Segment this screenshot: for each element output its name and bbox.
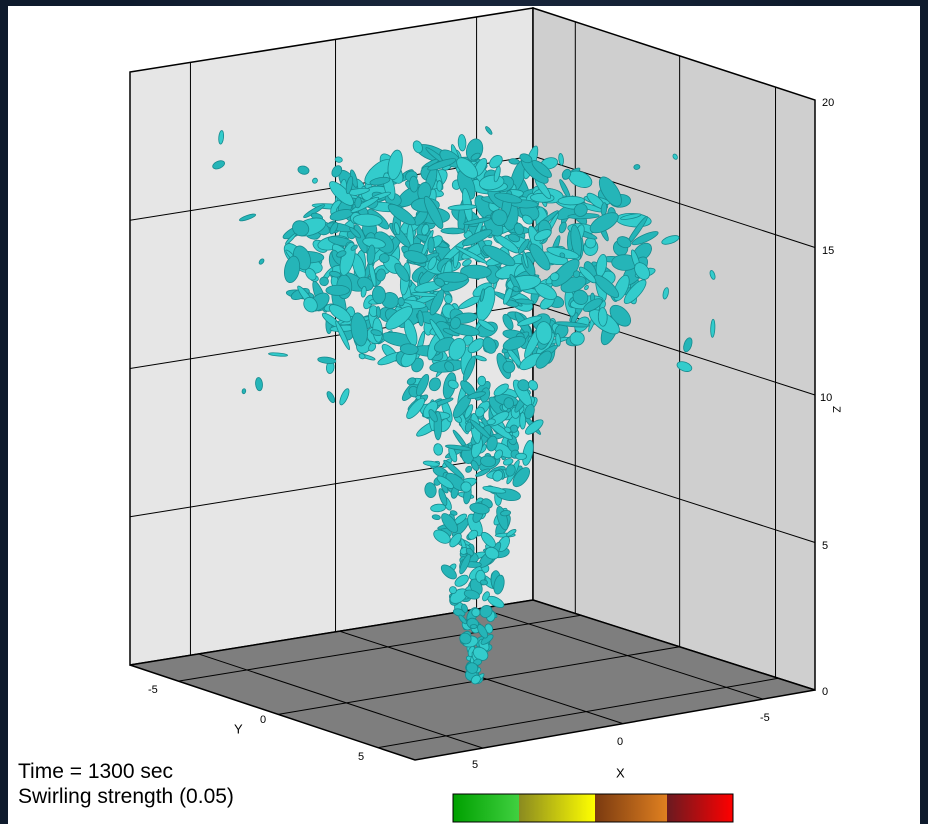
color-bar — [453, 794, 733, 822]
vortex-blob — [710, 319, 715, 337]
x-tick-label: -5 — [760, 712, 770, 724]
y-axis-label: Y — [234, 721, 243, 736]
z-tick-label: 5 — [822, 540, 828, 552]
y-tick-label: 0 — [260, 714, 266, 726]
vortex-blob — [598, 308, 607, 327]
z-tick-label: 0 — [822, 686, 828, 698]
vortex-blob — [376, 306, 380, 317]
vortex-blob — [441, 228, 465, 234]
vortex-blob — [480, 580, 488, 586]
color-bar-segment — [453, 794, 519, 822]
x-axis-label: X — [616, 765, 625, 780]
screen: 0 5 10 15 20 Z -5 0 5 Y 5 0 -5 X Time = … — [0, 0, 928, 824]
vortex-blob — [437, 181, 443, 192]
vortex-blob — [379, 253, 389, 263]
time-label: Time = 1300 sec — [18, 760, 173, 784]
vortex-blob — [409, 176, 418, 192]
visualization: 0 5 10 15 20 Z -5 0 5 Y 5 0 -5 X — [0, 0, 928, 824]
vortex-blob — [478, 376, 486, 386]
color-bar-segment — [667, 794, 733, 822]
vortex-blob — [516, 453, 527, 460]
y-tick-label: 5 — [358, 751, 364, 763]
vortex-blob — [326, 285, 350, 295]
x-tick-label: 0 — [617, 736, 623, 748]
z-tick-label: 15 — [822, 245, 834, 257]
vortex-blob — [558, 196, 585, 205]
vortex-blob — [319, 277, 329, 286]
z-tick-label: 10 — [820, 392, 832, 404]
vortex-blob — [398, 297, 405, 306]
y-tick-label: -5 — [148, 684, 158, 696]
vortex-blob — [428, 237, 435, 253]
x-tick-label: 5 — [472, 759, 478, 771]
color-bar-segment — [519, 794, 595, 822]
quantity-label: Swirling strength (0.05) — [18, 785, 234, 809]
z-axis-label: Z — [830, 406, 842, 413]
z-tick-label: 20 — [822, 97, 834, 109]
vortex-blob — [470, 624, 477, 628]
color-bar-segment — [595, 794, 667, 822]
